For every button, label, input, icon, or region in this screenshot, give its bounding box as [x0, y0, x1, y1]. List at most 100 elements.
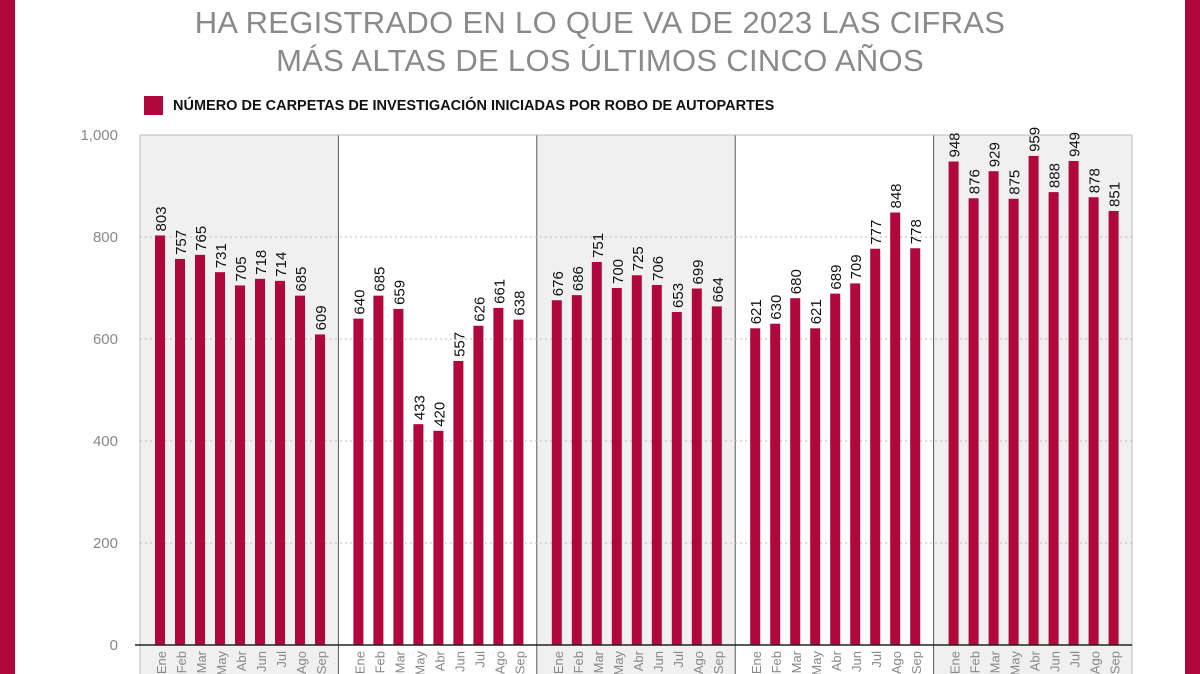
left-frame-bar	[0, 0, 15, 674]
bar	[175, 258, 185, 645]
month-label: Ene	[948, 651, 963, 674]
bar-value-label: 948	[947, 132, 964, 157]
bar	[1008, 198, 1019, 645]
month-label: Ene	[352, 651, 367, 674]
bar	[235, 285, 245, 645]
bar	[473, 325, 484, 645]
bar	[1068, 161, 1079, 645]
bar-value-label: 685	[371, 267, 388, 292]
bar-value-label: 875	[1007, 170, 1024, 195]
bar-value-label: 659	[391, 280, 408, 305]
bar	[353, 318, 364, 645]
bar	[255, 278, 265, 645]
bar-value-label: 661	[491, 279, 508, 304]
month-label: Jun	[254, 651, 269, 672]
title-line-1: HA REGISTRADO EN LO QUE VA DE 2023 LAS C…	[194, 5, 1006, 40]
month-label: Jul	[671, 651, 686, 668]
month-label: Abr	[631, 650, 646, 671]
month-label: Sep	[512, 651, 527, 674]
month-label: May	[1008, 651, 1023, 674]
bar-value-label: 778	[908, 219, 925, 244]
month-label: Feb	[968, 651, 983, 673]
month-label: Mar	[194, 650, 209, 673]
month-label: Jun	[651, 651, 666, 672]
bar-value-label: 718	[253, 250, 270, 275]
bar-value-label: 609	[313, 305, 330, 330]
bar	[215, 272, 225, 645]
month-label: Abr	[432, 650, 447, 671]
bar-value-label: 700	[610, 259, 627, 284]
month-label: Mar	[789, 650, 804, 673]
bar-value-label: 725	[630, 246, 647, 271]
bar-value-label: 929	[987, 142, 1004, 167]
month-label: May	[611, 651, 626, 674]
month-label: May	[809, 651, 824, 674]
legend-swatch	[144, 96, 163, 115]
month-label: Ago	[294, 651, 309, 674]
month-label: Abr	[234, 650, 249, 671]
bar	[611, 288, 622, 645]
bar-value-label: 686	[570, 266, 587, 291]
month-label: Mar	[988, 650, 1003, 673]
bar-value-label: 433	[411, 395, 428, 420]
bar-value-label: 699	[690, 259, 707, 284]
month-label: Feb	[769, 651, 784, 673]
month-label: Jun	[452, 651, 467, 672]
bar-value-label: 557	[451, 332, 468, 357]
bar-value-label: 777	[868, 220, 885, 245]
bar	[651, 284, 662, 645]
bar	[195, 254, 205, 645]
bar	[1048, 192, 1059, 645]
bar-value-label: 621	[748, 299, 765, 324]
bar	[493, 307, 504, 645]
right-frame-bar	[1185, 0, 1200, 674]
bar-value-label: 638	[511, 291, 528, 316]
bar	[631, 275, 642, 645]
month-label: Sep	[711, 651, 726, 674]
bar-value-label: 757	[173, 230, 190, 255]
legend-label: NÚMERO DE CARPETAS DE INVESTIGACIÓN INIC…	[173, 97, 775, 114]
bar-value-label: 621	[808, 299, 825, 324]
bar-value-label: 709	[848, 254, 865, 279]
y-tick-label: 0	[110, 637, 118, 654]
bar-value-label: 731	[213, 243, 230, 268]
month-label: Jul	[1068, 651, 1083, 668]
month-label: Jul	[869, 651, 884, 668]
bar	[413, 424, 424, 645]
y-tick-label: 1,000	[80, 127, 118, 144]
bar-value-label: 706	[650, 256, 667, 281]
chart-title: HA REGISTRADO EN LO QUE VA DE 2023 LAS C…	[0, 4, 1200, 80]
bar-value-label: 630	[768, 295, 785, 320]
bar	[591, 261, 602, 645]
legend: NÚMERO DE CARPETAS DE INVESTIGACIÓN INIC…	[144, 96, 774, 115]
month-label: Sep	[1108, 651, 1123, 674]
bar	[373, 295, 384, 645]
month-label: Abr	[1028, 650, 1043, 671]
month-label: Mar	[392, 650, 407, 673]
month-label: Jun	[849, 651, 864, 672]
bar	[988, 171, 999, 645]
month-label: Jul	[472, 651, 487, 668]
bar-value-label: 664	[710, 277, 727, 302]
bar	[1088, 197, 1099, 645]
bar	[711, 306, 722, 645]
bar	[750, 328, 761, 645]
bar	[671, 311, 682, 645]
bar-value-label: 851	[1107, 182, 1124, 207]
bar-value-label: 685	[293, 267, 310, 292]
month-label: Ago	[691, 651, 706, 674]
bar	[513, 319, 524, 645]
month-label: Feb	[571, 651, 586, 673]
bar-value-label: 640	[351, 290, 368, 315]
bar-value-label: 765	[193, 226, 210, 251]
bar-value-label: 878	[1087, 168, 1104, 193]
bar-value-label: 680	[788, 269, 805, 294]
month-label: Jun	[1048, 651, 1063, 672]
bar-value-label: 848	[888, 183, 905, 208]
bar-value-label: 959	[1027, 127, 1044, 152]
month-label: May	[412, 651, 427, 674]
bar	[830, 293, 841, 645]
bar	[770, 323, 781, 645]
month-label: Jul	[274, 651, 289, 668]
month-label: Ago	[889, 651, 904, 674]
